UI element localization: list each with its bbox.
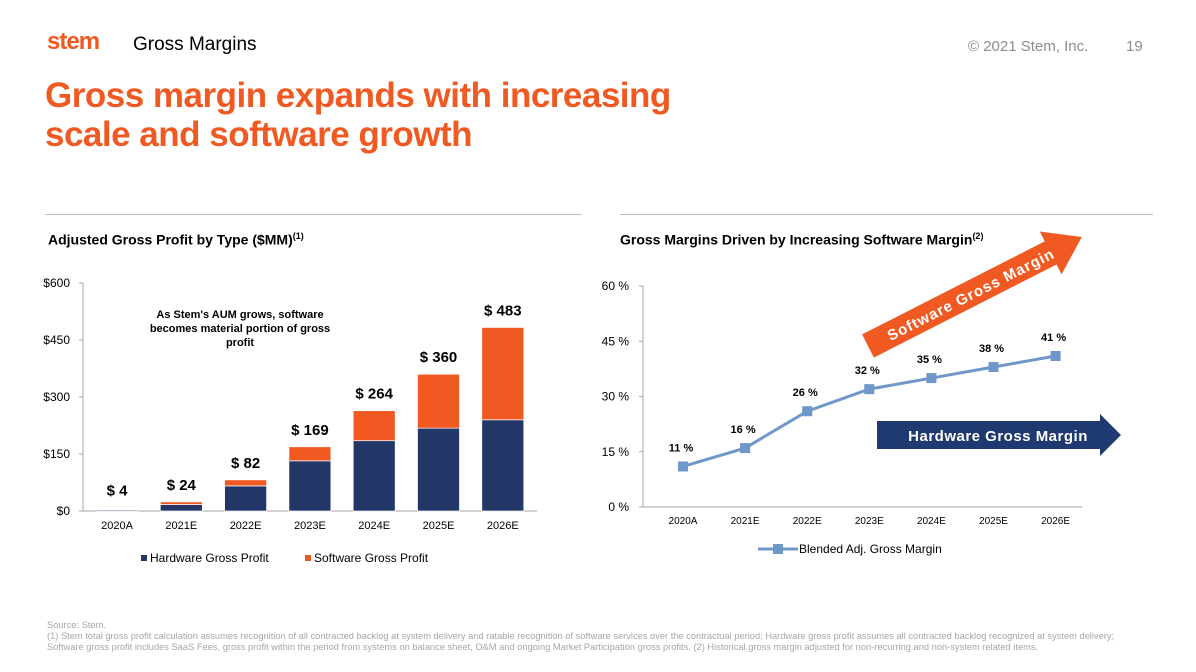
annotation-text: As Stem's AUM grows, software: [156, 309, 323, 321]
y-tick-label: $300: [43, 390, 70, 404]
x-tick-label: 2021E: [731, 516, 760, 527]
title-line-2: scale and software growth: [45, 115, 473, 154]
total-label: $ 24: [167, 477, 197, 494]
data-label: 32 %: [855, 365, 880, 377]
annotation-text: profit: [226, 337, 254, 349]
legend-label: Blended Adj. Gross Margin: [799, 542, 942, 556]
data-point: [864, 384, 875, 395]
annotation-text: becomes material portion of gross: [150, 323, 330, 335]
line-chart-title: Gross Margins Driven by Increasing Softw…: [620, 231, 983, 248]
data-point: [926, 373, 937, 384]
x-tick-label: 2024E: [358, 520, 390, 532]
y-tick-label: 45 %: [602, 334, 630, 348]
hardware-bar: [224, 485, 267, 512]
total-label: $ 82: [231, 455, 260, 472]
x-tick-label: 2020A: [101, 520, 133, 532]
software-arrow-label: Software Gross Margin: [885, 246, 1058, 345]
hardware-arrow-label: Hardware Gross Margin: [908, 428, 1088, 445]
hardware-bar: [481, 419, 525, 512]
footnote-ref: (2): [972, 231, 984, 241]
x-tick-label: 2022E: [793, 516, 822, 527]
x-tick-label: 2020A: [669, 516, 698, 527]
x-tick-label: 2021E: [165, 520, 197, 532]
hardware-gross-margin-arrow: [877, 414, 1121, 456]
line-chart-title-text: Gross Margins Driven by Increasing Softw…: [620, 231, 973, 248]
footnote-text: (1) Stem total gross profit calculation …: [47, 631, 1115, 652]
legend-software-swatch: [305, 555, 311, 561]
total-label: $ 264: [355, 386, 393, 403]
data-label: 16 %: [731, 424, 756, 436]
copyright: © 2021 Stem, Inc.: [968, 38, 1089, 55]
source-note: Source: Stem.: [47, 620, 106, 630]
footnotes: Source: Stem. (1) Stem total gross profi…: [47, 620, 1147, 653]
y-tick-label: 30 %: [602, 390, 630, 404]
x-tick-label: 2025E: [979, 516, 1008, 527]
stem-logo: stem: [47, 28, 100, 55]
footnote-ref: (1): [292, 231, 304, 241]
total-label: $ 4: [107, 482, 129, 499]
arrow-shape: [862, 231, 1082, 358]
bar-chart-title-text: Adjusted Gross Profit by Type ($MM): [48, 231, 293, 248]
hardware-bar: [288, 460, 332, 512]
legend-software-label: Software Gross Profit: [314, 551, 429, 565]
page-number: 19: [1126, 38, 1143, 55]
software-bar: [224, 479, 267, 487]
bar-chart-title: Adjusted Gross Profit by Type ($MM)(1): [48, 231, 304, 248]
software-bar: [159, 501, 203, 505]
divider-right: [620, 214, 1153, 215]
data-point: [678, 461, 688, 472]
data-label: 11 %: [669, 442, 694, 454]
total-label: $ 169: [291, 422, 329, 439]
y-tick-label: 15 %: [602, 445, 630, 459]
x-tick-label: 2023E: [855, 516, 884, 527]
slide-title: Gross margin expands with increasing sca…: [45, 76, 671, 154]
legend-hardware-swatch: [141, 555, 147, 561]
software-gross-margin-arrow: Software Gross Margin: [862, 231, 1082, 358]
hardware-bar: [159, 504, 203, 512]
divider-left: [45, 214, 582, 215]
title-line-1: Gross margin expands with increasing: [45, 76, 671, 115]
data-point: [740, 443, 751, 454]
data-point: [988, 362, 999, 373]
hardware-bar: [352, 440, 396, 512]
y-tick-label: $600: [43, 276, 70, 290]
x-tick-label: 2023E: [294, 520, 326, 532]
x-tick-label: 2025E: [423, 520, 455, 532]
software-bar: [288, 446, 332, 462]
y-tick-label: $150: [43, 447, 70, 461]
data-label: 38 %: [979, 343, 1004, 355]
y-tick-label: 0 %: [608, 500, 629, 514]
section-title: Gross Margins: [133, 34, 257, 55]
hardware-bar: [417, 427, 460, 512]
software-bar: [481, 327, 525, 421]
x-tick-label: 2026E: [1041, 516, 1070, 527]
x-tick-label: 2022E: [230, 520, 262, 532]
y-tick-label: $450: [43, 333, 70, 347]
data-label: 26 %: [793, 387, 818, 399]
total-label: $ 360: [420, 349, 458, 366]
legend-hardware-label: Hardware Gross Profit: [150, 551, 269, 565]
x-tick-label: 2024E: [917, 516, 946, 527]
total-label: $ 483: [484, 302, 522, 319]
data-label: 41 %: [1041, 332, 1066, 344]
data-label: 35 %: [917, 354, 942, 366]
data-point: [1050, 350, 1061, 361]
data-point: [802, 406, 813, 417]
legend-marker: [773, 544, 783, 554]
x-tick-label: 2026E: [487, 520, 519, 532]
y-tick-label: 60 %: [602, 279, 630, 293]
y-tick-label: $0: [57, 504, 71, 518]
software-bar: [352, 410, 396, 442]
software-bar: [417, 373, 460, 429]
